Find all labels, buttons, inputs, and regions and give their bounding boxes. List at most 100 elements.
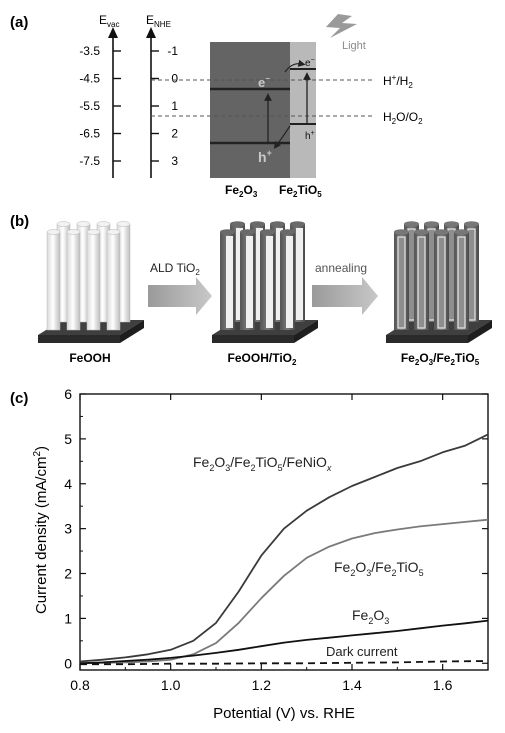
y-tick-label: 2 [64,566,72,582]
nanorod [106,231,121,331]
panel-c: (c) 0.8 1.0 1.2 1.4 1.6 0 1 2 3 4 5 6 Potential (V… [10,386,489,722]
nanorod [86,231,101,331]
electron-label-small: e− [305,57,315,69]
enhe-axis: ENHE -1 0 1 2 3 [146,13,178,178]
nanorod-shell [437,236,446,329]
nanorod-core [246,236,253,328]
nanorod-top [290,221,305,227]
nanorod-core [286,236,293,328]
nanorod-top [86,229,101,235]
evac-tick-label: -3.5 [79,44,100,58]
enhe-tick-label: 3 [171,154,178,168]
nanorod-top [434,229,449,235]
nanorod-shell [427,228,436,321]
nanorod-core [236,228,243,320]
nanorod-top [106,229,121,235]
light-label: Light [342,40,366,52]
y-tick-label: 5 [64,431,72,447]
nanorod-top [66,229,81,235]
nanorod-top [270,221,285,227]
curve-label-fenio: Fe2O3/Fe2TiO5/FeNiOx [193,454,332,473]
hole-label-small: h+ [305,130,315,142]
stage3-label: Fe2O3/Fe2TiO5 [401,351,480,367]
nanorod-top [404,221,419,227]
curve-label-fe2o3: Fe2O3 [352,607,389,626]
y-tick-label: 6 [64,386,72,402]
plot-frame [79,393,489,671]
nanorod-shell [417,236,426,329]
nanorod [66,231,81,331]
substrate-front [212,335,294,343]
nanorod-top [394,229,409,235]
x-tick-label: 1.6 [433,677,453,693]
curve-label-fe2tio5: Fe2O3/Fe2TiO5 [334,559,424,578]
ald-arrow [148,277,212,315]
evac-axis: Evac -3.5 -4.5 -5.5 -6.5 -7.5 [79,13,121,178]
h-level-label: H+/H2 [383,73,413,90]
nanorod-top [444,221,459,227]
nanorod-core [256,228,263,320]
x-tick-label: 1.0 [161,677,181,693]
panel-b: (b) ALD TiO2 annealing FeOOH FeOOH/TiO2 … [10,213,492,367]
enhe-tick-label: 2 [171,127,178,141]
enhe-tick-label: 1 [171,99,178,113]
substrate-front [386,335,468,343]
y-tick-label: 1 [64,610,72,626]
nanorod-shell [447,228,456,321]
fe2o3-label: Fe2O3 [225,183,258,199]
nanorod-shell [407,228,416,321]
nanorod-top [464,221,479,227]
y-axis-ticks: 0 1 2 3 4 5 6 [64,386,488,671]
lightning-icon [326,14,357,38]
electron-label: e− [258,74,270,90]
nanorod-top [240,229,255,235]
enhe-tick-label: -1 [167,44,178,58]
evac-tick-label: -4.5 [79,72,100,86]
nanorod-array-feooh [38,221,144,343]
x-tick-label: 1.2 [252,677,272,693]
x-axis-label: Potential (V) vs. RHE [213,705,355,722]
panel-c-label: (c) [10,390,28,407]
hole-transfer-arrow [273,125,291,149]
x-tick-label: 1.4 [342,677,362,693]
nanorod-top [56,221,71,227]
series-line-3 [79,619,489,665]
nanorod-core [226,236,233,328]
series-line-1 [79,433,489,663]
y-axis-label: Current density (mA/cm2) [32,446,50,614]
fe2tio5-label: Fe2TiO5 [279,183,322,199]
nanorod-top [116,221,131,227]
y-tick-label: 3 [64,521,72,537]
substrate-side [294,320,318,343]
nanorod-core [296,228,303,320]
nanorod-top [414,229,429,235]
substrate-front [38,335,120,343]
substrate-side [468,320,492,343]
nanorod-top [454,229,469,235]
evac-tick-label: -7.5 [79,154,100,168]
panel-a: (a) Evac -3.5 -4.5 -5.5 -6.5 -7.5 ENHE -1 0 1 2… [10,13,423,199]
nanorod-top [280,229,295,235]
nanorod-top [96,221,111,227]
ald-label: ALD TiO2 [150,261,200,277]
y-tick-label: 0 [64,655,72,671]
enhe-axis-label: ENHE [146,13,171,29]
curve-label-dark: Dark current [326,644,398,659]
series-line-2 [79,518,489,665]
evac-tick-label: -5.5 [79,99,100,113]
stage1-label: FeOOH [69,351,110,365]
fe2o3-block [210,42,290,178]
nanorod-shell [457,236,466,329]
nanorod-top [424,221,439,227]
nanorod-array-feooh-tio2 [212,221,318,343]
panel-a-label: (a) [10,14,28,31]
nanorod [46,231,61,331]
hole-label: h+ [258,148,272,165]
o-level-label: H2O/O2 [383,110,423,126]
annealing-label: annealing [315,261,367,275]
nanorod-top [230,221,245,227]
nanorod-top [250,221,265,227]
nanorod-core [266,236,273,328]
substrate-side [120,320,144,343]
